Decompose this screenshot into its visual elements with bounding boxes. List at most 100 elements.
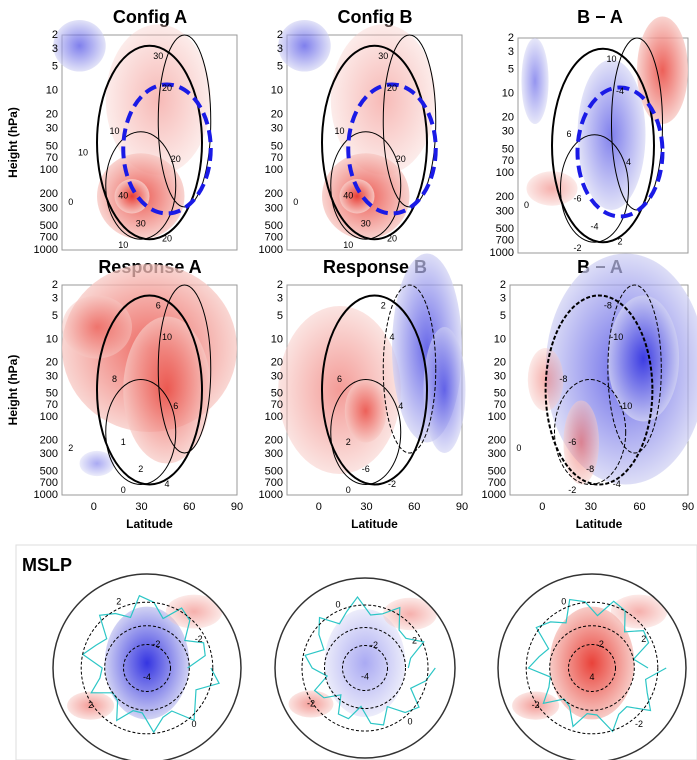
map-border bbox=[52, 573, 242, 760]
y-tick-label: 30 bbox=[46, 370, 58, 382]
contour-label: -6 bbox=[573, 194, 581, 204]
coastline bbox=[81, 594, 220, 734]
contour-label: -6 bbox=[362, 464, 370, 474]
contour-label: 0 bbox=[346, 485, 351, 495]
y-tick-label: 2 bbox=[277, 279, 283, 291]
contour-label: 6 bbox=[156, 300, 161, 310]
y-tick-label: 70 bbox=[494, 399, 506, 411]
contour-line bbox=[330, 131, 402, 240]
contour-label: 10 bbox=[109, 126, 119, 136]
contour-line bbox=[382, 284, 437, 454]
y-tick-label: 500 bbox=[40, 220, 58, 232]
contour-label: -6 bbox=[568, 437, 576, 447]
contour-label: -2 bbox=[388, 479, 396, 489]
contour-label: -8 bbox=[586, 464, 594, 474]
y-tick-label: 5 bbox=[500, 310, 506, 322]
map-contour bbox=[342, 645, 388, 691]
highlight-ellipse bbox=[121, 82, 213, 216]
y-tick-label: 200 bbox=[488, 435, 506, 447]
contour-label: 2 bbox=[617, 237, 622, 247]
y-tick-label: 500 bbox=[40, 465, 58, 477]
y-tick-label: 50 bbox=[271, 388, 283, 400]
contour-fill bbox=[526, 171, 578, 206]
contour-fill bbox=[423, 327, 466, 453]
map-contour-label: 4 bbox=[589, 672, 594, 682]
x-tick-label: 0 bbox=[91, 501, 97, 513]
y-tick-label: 5 bbox=[277, 310, 283, 322]
y-tick-label: 3 bbox=[277, 293, 283, 305]
y-tick-label: 200 bbox=[496, 191, 514, 203]
x-tick-label: 90 bbox=[456, 501, 468, 513]
y-tick-label: 10 bbox=[271, 85, 283, 97]
map bbox=[498, 574, 686, 760]
contour-line bbox=[330, 379, 402, 485]
map-contour-label: -2 bbox=[195, 634, 203, 644]
y-tick-label: 100 bbox=[265, 164, 283, 176]
y-tick-label: 20 bbox=[502, 112, 514, 124]
x-axis-label: Latitude bbox=[126, 517, 173, 531]
y-tick-label: 300 bbox=[40, 448, 58, 460]
map-contour-label: -2 bbox=[532, 700, 540, 710]
y-axis-label: Height (hPa) bbox=[6, 355, 20, 426]
contour-label: 0 bbox=[516, 443, 521, 453]
y-tick-label: 1000 bbox=[482, 489, 506, 501]
contour-fill bbox=[637, 16, 688, 124]
x-tick-label: 60 bbox=[633, 501, 645, 513]
map-contour-label: 2 bbox=[412, 635, 417, 645]
map-fill bbox=[67, 691, 115, 720]
y-tick-label: 100 bbox=[40, 411, 58, 423]
y-tick-label: 700 bbox=[40, 477, 58, 489]
panel-title: Config B bbox=[338, 7, 413, 27]
y-tick-label: 30 bbox=[46, 123, 58, 135]
y-tick-label: 5 bbox=[52, 310, 58, 322]
map-contour-label: 2 bbox=[599, 639, 604, 649]
y-tick-label: 500 bbox=[496, 223, 514, 235]
map-contour-label: 0 bbox=[407, 716, 412, 726]
contour-line bbox=[551, 47, 655, 244]
y-tick-label: 2 bbox=[508, 32, 514, 44]
x-tick-label: 0 bbox=[316, 501, 322, 513]
contour-line bbox=[554, 379, 627, 485]
y-tick-label: 30 bbox=[271, 123, 283, 135]
y-tick-label: 20 bbox=[271, 109, 283, 121]
coastline bbox=[527, 598, 667, 733]
y-tick-label: 70 bbox=[502, 155, 514, 167]
contour-label: 20 bbox=[396, 154, 406, 164]
contour-label: 30 bbox=[136, 219, 146, 229]
x-tick-label: 90 bbox=[682, 501, 694, 513]
contour-label: 8 bbox=[112, 374, 117, 384]
x-tick-label: 30 bbox=[360, 501, 372, 513]
highlight-ellipse bbox=[346, 82, 438, 216]
y-tick-label: 70 bbox=[271, 399, 283, 411]
contour-label: -2 bbox=[573, 243, 581, 253]
map-contour bbox=[324, 627, 406, 709]
contour-label: 20 bbox=[387, 234, 397, 244]
y-tick-label: 10 bbox=[271, 333, 283, 345]
map-contour-label: 2 bbox=[88, 700, 93, 710]
contour-label: 40 bbox=[343, 191, 353, 201]
contour-line bbox=[105, 379, 177, 485]
y-tick-label: 20 bbox=[494, 357, 506, 369]
map-contour-label: -4 bbox=[361, 671, 369, 681]
map-fill bbox=[288, 690, 334, 718]
map-fill bbox=[324, 609, 406, 717]
map-contour bbox=[80, 601, 214, 735]
y-tick-label: 2 bbox=[52, 29, 58, 41]
map bbox=[53, 574, 241, 760]
y-tick-label: 5 bbox=[508, 64, 514, 76]
y-tick-label: 50 bbox=[494, 388, 506, 400]
y-tick-label: 3 bbox=[500, 293, 506, 305]
contour-label: 30 bbox=[378, 51, 388, 61]
contour-fill bbox=[563, 400, 599, 485]
y-axis-label: Height (hPa) bbox=[6, 107, 20, 178]
map-contour-label: 2 bbox=[116, 597, 121, 607]
contour-label: 6 bbox=[173, 401, 178, 411]
x-tick-label: 60 bbox=[408, 501, 420, 513]
contour-label: -4 bbox=[590, 222, 598, 232]
contour-label: -10 bbox=[610, 332, 623, 342]
contour-label: 2 bbox=[138, 464, 143, 474]
y-tick-label: 700 bbox=[40, 232, 58, 244]
contour-fill bbox=[278, 19, 331, 72]
map-contour bbox=[549, 625, 635, 711]
